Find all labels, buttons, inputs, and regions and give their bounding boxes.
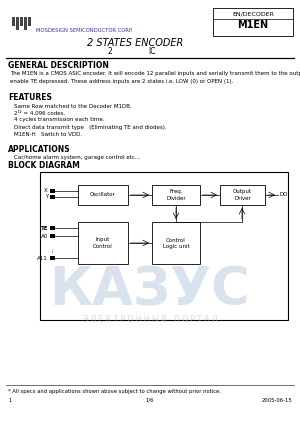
- Text: ...: ...: [50, 246, 55, 251]
- Text: APPLICATIONS: APPLICATIONS: [8, 145, 70, 153]
- Text: Control: Control: [166, 237, 186, 243]
- Text: BLOCK DIAGRAM: BLOCK DIAGRAM: [8, 161, 80, 170]
- Text: Freq.: Freq.: [169, 190, 183, 195]
- Text: TE: TE: [40, 226, 48, 231]
- Bar: [213, 8, 293, 36]
- Bar: [12, 17, 15, 26]
- Text: Input: Input: [96, 237, 110, 243]
- Text: A11: A11: [37, 256, 48, 260]
- Text: enable TE depressed. These address inputs are 2 states i.e. LOW (0) or OPEN (1).: enable TE depressed. These address input…: [10, 78, 233, 84]
- Text: 2: 2: [108, 47, 112, 56]
- Text: IC: IC: [148, 47, 156, 56]
- Bar: [16, 17, 19, 30]
- Text: Logic unit: Logic unit: [163, 245, 189, 249]
- Bar: [220, 185, 265, 205]
- Text: 2¹² = 4,096 codes.: 2¹² = 4,096 codes.: [14, 110, 65, 116]
- Bar: [152, 185, 200, 205]
- Text: FEATURES: FEATURES: [8, 92, 52, 101]
- Text: 2 STATES ENCODER: 2 STATES ENCODER: [87, 38, 183, 48]
- Text: Same Row matched to the Decoder M1DB.: Same Row matched to the Decoder M1DB.: [14, 103, 132, 109]
- Text: X: X: [44, 189, 48, 193]
- Text: КАЗУС: КАЗУС: [50, 264, 250, 316]
- Text: The M1EN is a CMOS ASIC encoder. It will encode 12 parallel inputs and serially : The M1EN is a CMOS ASIC encoder. It will…: [10, 72, 300, 76]
- Text: 1: 1: [8, 398, 11, 402]
- Text: Э Л Е К Т Р О Н Н Ы Й   П О Р Т А Л: Э Л Е К Т Р О Н Н Ы Й П О Р Т А Л: [83, 315, 217, 324]
- Text: Oscillator: Oscillator: [90, 192, 116, 198]
- Bar: [50, 189, 55, 193]
- Text: 2005-06-15: 2005-06-15: [261, 398, 292, 402]
- Bar: [78, 222, 128, 264]
- Text: M1EN-H   Switch to VDD.: M1EN-H Switch to VDD.: [14, 132, 82, 137]
- Text: Y: Y: [45, 195, 48, 200]
- Text: * All specs and applications shown above subject to change without prior notice.: * All specs and applications shown above…: [8, 388, 221, 393]
- Text: Divider: Divider: [166, 196, 186, 201]
- Text: Car/home alarm system, garage control etc...: Car/home alarm system, garage control et…: [14, 154, 140, 159]
- Text: 1/6: 1/6: [146, 398, 154, 402]
- Bar: [20, 17, 23, 26]
- Bar: [50, 256, 55, 260]
- Text: M1EN: M1EN: [237, 20, 268, 30]
- Bar: [78, 185, 128, 205]
- Bar: [40, 172, 288, 320]
- Text: MOSDESIGN SEMICONDUCTOR CORP.: MOSDESIGN SEMICONDUCTOR CORP.: [36, 28, 133, 33]
- Bar: [50, 234, 55, 238]
- Text: EN/DECODER: EN/DECODER: [232, 11, 274, 17]
- Bar: [50, 195, 55, 199]
- Bar: [50, 226, 55, 230]
- Text: 4 cycles transmission each time.: 4 cycles transmission each time.: [14, 117, 104, 123]
- Bar: [24, 17, 27, 30]
- Text: DO: DO: [280, 192, 289, 198]
- Text: Control: Control: [93, 245, 113, 249]
- Text: Output: Output: [233, 190, 252, 195]
- Text: Direct data transmit type   (Eliminating TE and diodes).: Direct data transmit type (Eliminating T…: [14, 125, 166, 129]
- Bar: [152, 222, 200, 264]
- Text: GENERAL DESCRIPTION: GENERAL DESCRIPTION: [8, 61, 109, 70]
- Bar: [28, 17, 31, 26]
- Text: A0: A0: [41, 234, 48, 238]
- Text: Driver: Driver: [234, 196, 251, 201]
